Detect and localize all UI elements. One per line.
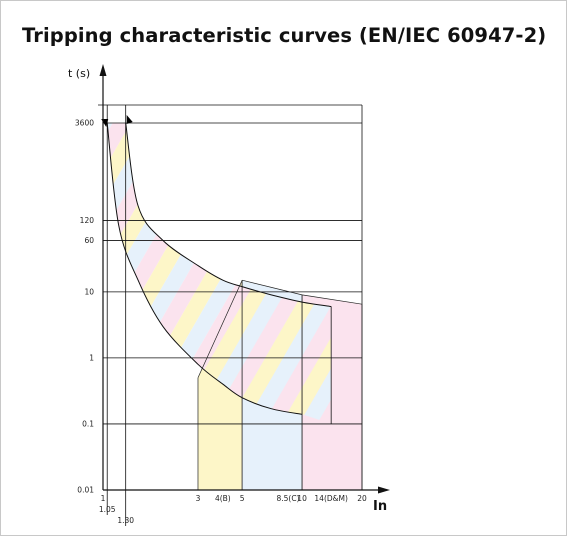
stripe: [0, 0, 21, 490]
stripe: [531, 0, 567, 490]
x-tick-label: 10: [297, 494, 307, 503]
stripe: [333, 0, 567, 490]
stripe: [107, 123, 309, 424]
stripe: [459, 0, 567, 490]
x-tick-label: 20: [357, 494, 367, 503]
x-tick-label: 5: [240, 494, 245, 503]
x-tick-label: 3: [196, 494, 201, 503]
y-tick-label: 10: [84, 287, 94, 296]
y-axis-label: t (s): [68, 67, 90, 80]
stripe: [0, 0, 75, 490]
stripe: [351, 0, 567, 490]
stripe: [369, 0, 567, 490]
stripe: [243, 123, 332, 424]
stripe: [405, 0, 567, 490]
y-axis-arrow: [99, 64, 107, 76]
stripe: [495, 0, 567, 490]
y-tick-label: 3600: [75, 119, 94, 128]
upper-curve-start-marker: [126, 115, 133, 124]
label-layer: t (s) In 0.01 0.1 1 10 60 120 3600 1 1.051.30 3 4(B)…: [68, 67, 387, 525]
axis-layer: [99, 64, 390, 494]
stripe: [279, 123, 332, 424]
stripe: [387, 0, 567, 490]
x-tick-label: 8.5(C): [277, 494, 300, 503]
curve-layer: [101, 115, 332, 424]
x-tick-label: 1.05: [99, 505, 116, 514]
stripe: [107, 123, 111, 424]
stripe: [207, 123, 332, 424]
stripe: [107, 123, 291, 424]
x-tick-label: 14(D&M): [314, 494, 348, 503]
y-tick-label: 1: [89, 353, 94, 362]
stripe: [423, 0, 567, 490]
x-tick-label: 1: [101, 494, 106, 503]
y-tick-label: 120: [80, 216, 95, 225]
stripe: [513, 0, 567, 490]
y-tick-label: 0.1: [82, 419, 94, 428]
stripe: [225, 123, 332, 424]
upper-trip-curve: [125, 122, 332, 307]
band-top-edge: [302, 294, 363, 305]
stripe: [0, 0, 39, 490]
x-axis-arrow: [378, 486, 390, 494]
stripe: [477, 0, 567, 490]
x-tick-label: 4(B): [215, 494, 231, 503]
stripe: [0, 0, 57, 490]
stripe: [107, 123, 129, 424]
grid-layer: [98, 104, 363, 526]
y-tick-label: 60: [84, 236, 94, 245]
x-tick-label: 1.30: [117, 516, 134, 525]
stripe: [189, 123, 332, 424]
y-tick-label: 0.01: [77, 486, 94, 495]
band-top-edge: [197, 280, 243, 378]
band-top-edge: [242, 279, 303, 296]
x-axis-label: In: [373, 499, 387, 514]
stripe: [441, 0, 567, 490]
stripe: [107, 123, 219, 424]
lower-trip-curve: [106, 122, 303, 415]
page-title: Tripping characteristic curves (EN/IEC 6…: [22, 24, 547, 47]
stripe: [549, 0, 567, 490]
